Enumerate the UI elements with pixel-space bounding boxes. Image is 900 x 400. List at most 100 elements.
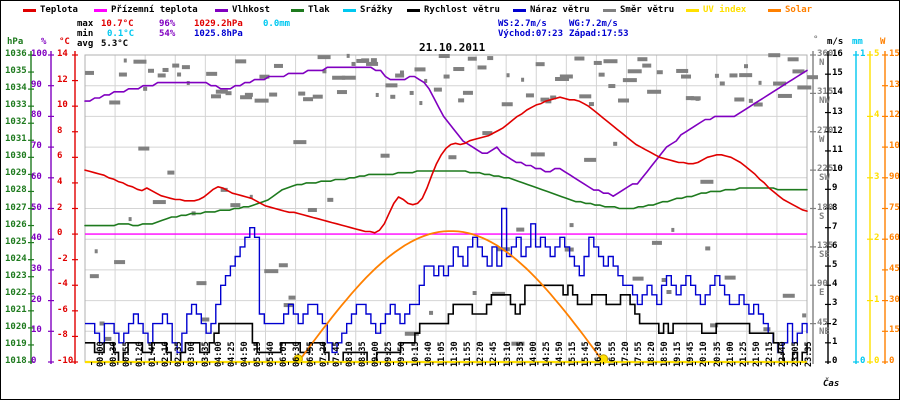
x-tick-14: 06:05: [279, 341, 290, 367]
legend-item-prizemni-teplota[interactable]: Přízemní teplota: [94, 5, 198, 15]
stats-max-rain: 0.0mm: [263, 19, 291, 29]
legend-label-solar: Solar: [785, 5, 813, 15]
legend-item-uv-index[interactable]: UV index: [686, 5, 746, 15]
wind-direction-marker: [525, 93, 534, 98]
legend-item-smer-vetru[interactable]: Směr větru: [603, 5, 674, 15]
wind-direction-marker: [177, 72, 182, 77]
legend-item-rychlost-vetru[interactable]: Rychlost větru: [407, 5, 500, 15]
legend-swatch-rychlost-vetru: [407, 8, 420, 12]
legend-item-naraz-vetru[interactable]: Náraz větru: [513, 5, 590, 15]
wind-direction-marker: [128, 217, 132, 222]
wind-direction-marker: [312, 94, 323, 99]
x-tick-42: 18:20: [646, 341, 657, 367]
tick-celsius-5: 4: [57, 176, 63, 187]
tick-celsius-1: 12: [57, 74, 68, 85]
wind-direction-marker: [622, 78, 637, 83]
tick-celsius-6: 2: [57, 202, 63, 213]
x-tick-18: 07:45: [331, 341, 342, 367]
legend-label-uv-index: UV index: [703, 5, 747, 15]
wind-direction-marker: [278, 263, 288, 268]
series-solar: [297, 230, 605, 363]
x-tick-31: 13:10: [502, 341, 513, 367]
wind-direction-marker: [681, 74, 692, 79]
stats-avg-temp: 5.3°C: [101, 39, 129, 49]
tick-ms-0: 16: [832, 49, 843, 59]
legend-swatch-teplota: [23, 8, 36, 12]
tick-hpa-17: 1019: [5, 338, 27, 349]
wind-direction-marker: [288, 295, 296, 300]
wind-direction-marker: [172, 63, 180, 68]
wind-direction-marker: [613, 141, 618, 146]
legend-item-vlhkost[interactable]: Vlhkost: [215, 5, 270, 15]
wind-direction-marker: [482, 131, 493, 136]
tick-hpa-3: 1033: [5, 100, 27, 111]
legend-item-srazky[interactable]: Srážky: [343, 5, 393, 15]
wind-direction-marker: [477, 65, 487, 70]
legend-label-prizemni-teplota: Přízemní teplota: [111, 5, 198, 15]
tick-ms-12: 4: [832, 279, 838, 290]
axis-header-hpa: hPa: [7, 37, 24, 47]
wind-direction-marker: [409, 90, 414, 95]
tick-percent-5: 50: [31, 202, 42, 213]
tick-compass-0: N: [819, 58, 825, 68]
wind-direction-marker: [559, 74, 573, 79]
tick-ms-1: 15: [832, 68, 843, 79]
wind-direction-marker: [603, 59, 618, 64]
wind-direction-marker: [627, 69, 642, 74]
wind-direction-marker: [521, 77, 525, 82]
wind-direction-marker: [269, 92, 278, 97]
wind-direction-marker: [390, 94, 396, 99]
axis-ticks: [28, 54, 888, 365]
wind-direction-marker: [322, 69, 327, 74]
tick-celsius-11: -8: [57, 330, 68, 341]
wind-direction-marker: [240, 95, 253, 100]
wind-direction-marker: [802, 313, 807, 318]
x-tick-32: 13:35: [515, 341, 526, 367]
axis-lines: [30, 51, 886, 364]
stats-max-temp: 10.7°C: [101, 19, 134, 29]
tick-compass-4: S: [819, 211, 825, 222]
wind-direction-marker: [588, 102, 594, 107]
wind-direction-marker: [550, 95, 557, 100]
x-tick-45: 19:45: [686, 341, 697, 367]
wind-direction-marker: [143, 86, 148, 91]
legend-item-solar[interactable]: Solar: [768, 5, 812, 15]
x-tick-43: 18:50: [660, 341, 671, 367]
series-tlak: [84, 170, 808, 227]
tick-uv-4: 1: [874, 294, 880, 305]
wind-direction-marker: [777, 93, 792, 98]
wind-direction-marker: [419, 101, 423, 106]
wind-direction-marker: [346, 53, 350, 58]
wind-direction-marker: [579, 94, 592, 99]
wind-direction-marker: [535, 62, 545, 67]
stats-min-pressure: 1025.8hPa: [194, 29, 243, 39]
tick-watt-5: 750: [889, 202, 900, 213]
stats-label-min: min: [77, 29, 94, 39]
tick-degrees-7: 45: [817, 317, 828, 328]
x-tick-15: 06:30: [292, 341, 303, 367]
x-tick-37: 15:45: [581, 341, 592, 367]
wind-direction-marker: [230, 203, 241, 208]
x-tick-29: 12:20: [476, 341, 487, 367]
tick-ms-16: 0: [832, 356, 838, 366]
wind-direction-marker: [215, 89, 228, 94]
wind-direction-marker: [225, 91, 232, 96]
tick-celsius-7: 0: [57, 228, 63, 239]
legend-item-tlak[interactable]: Tlak: [291, 5, 330, 15]
tick-percent-0: 100: [31, 49, 48, 59]
axis-header-mm: mm: [852, 37, 863, 47]
wind-direction-marker: [249, 194, 253, 199]
stats-min-humidity: 54%: [159, 29, 176, 39]
tick-hpa-6: 1030: [5, 151, 27, 162]
legend-item-teplota[interactable]: Teplota: [23, 5, 78, 15]
series-teplota: [84, 96, 808, 234]
wind-direction-marker: [385, 83, 398, 88]
wind-direction-marker: [710, 323, 719, 328]
tick-compass-7: NE: [819, 326, 830, 337]
wind-direction-marker: [448, 155, 457, 160]
tick-celsius-12: -10: [57, 356, 74, 366]
wind-direction-marker: [380, 153, 390, 158]
wind-direction-marker: [85, 70, 94, 75]
x-tick-26: 11:05: [436, 341, 447, 367]
tick-ms-4: 12: [832, 125, 843, 136]
